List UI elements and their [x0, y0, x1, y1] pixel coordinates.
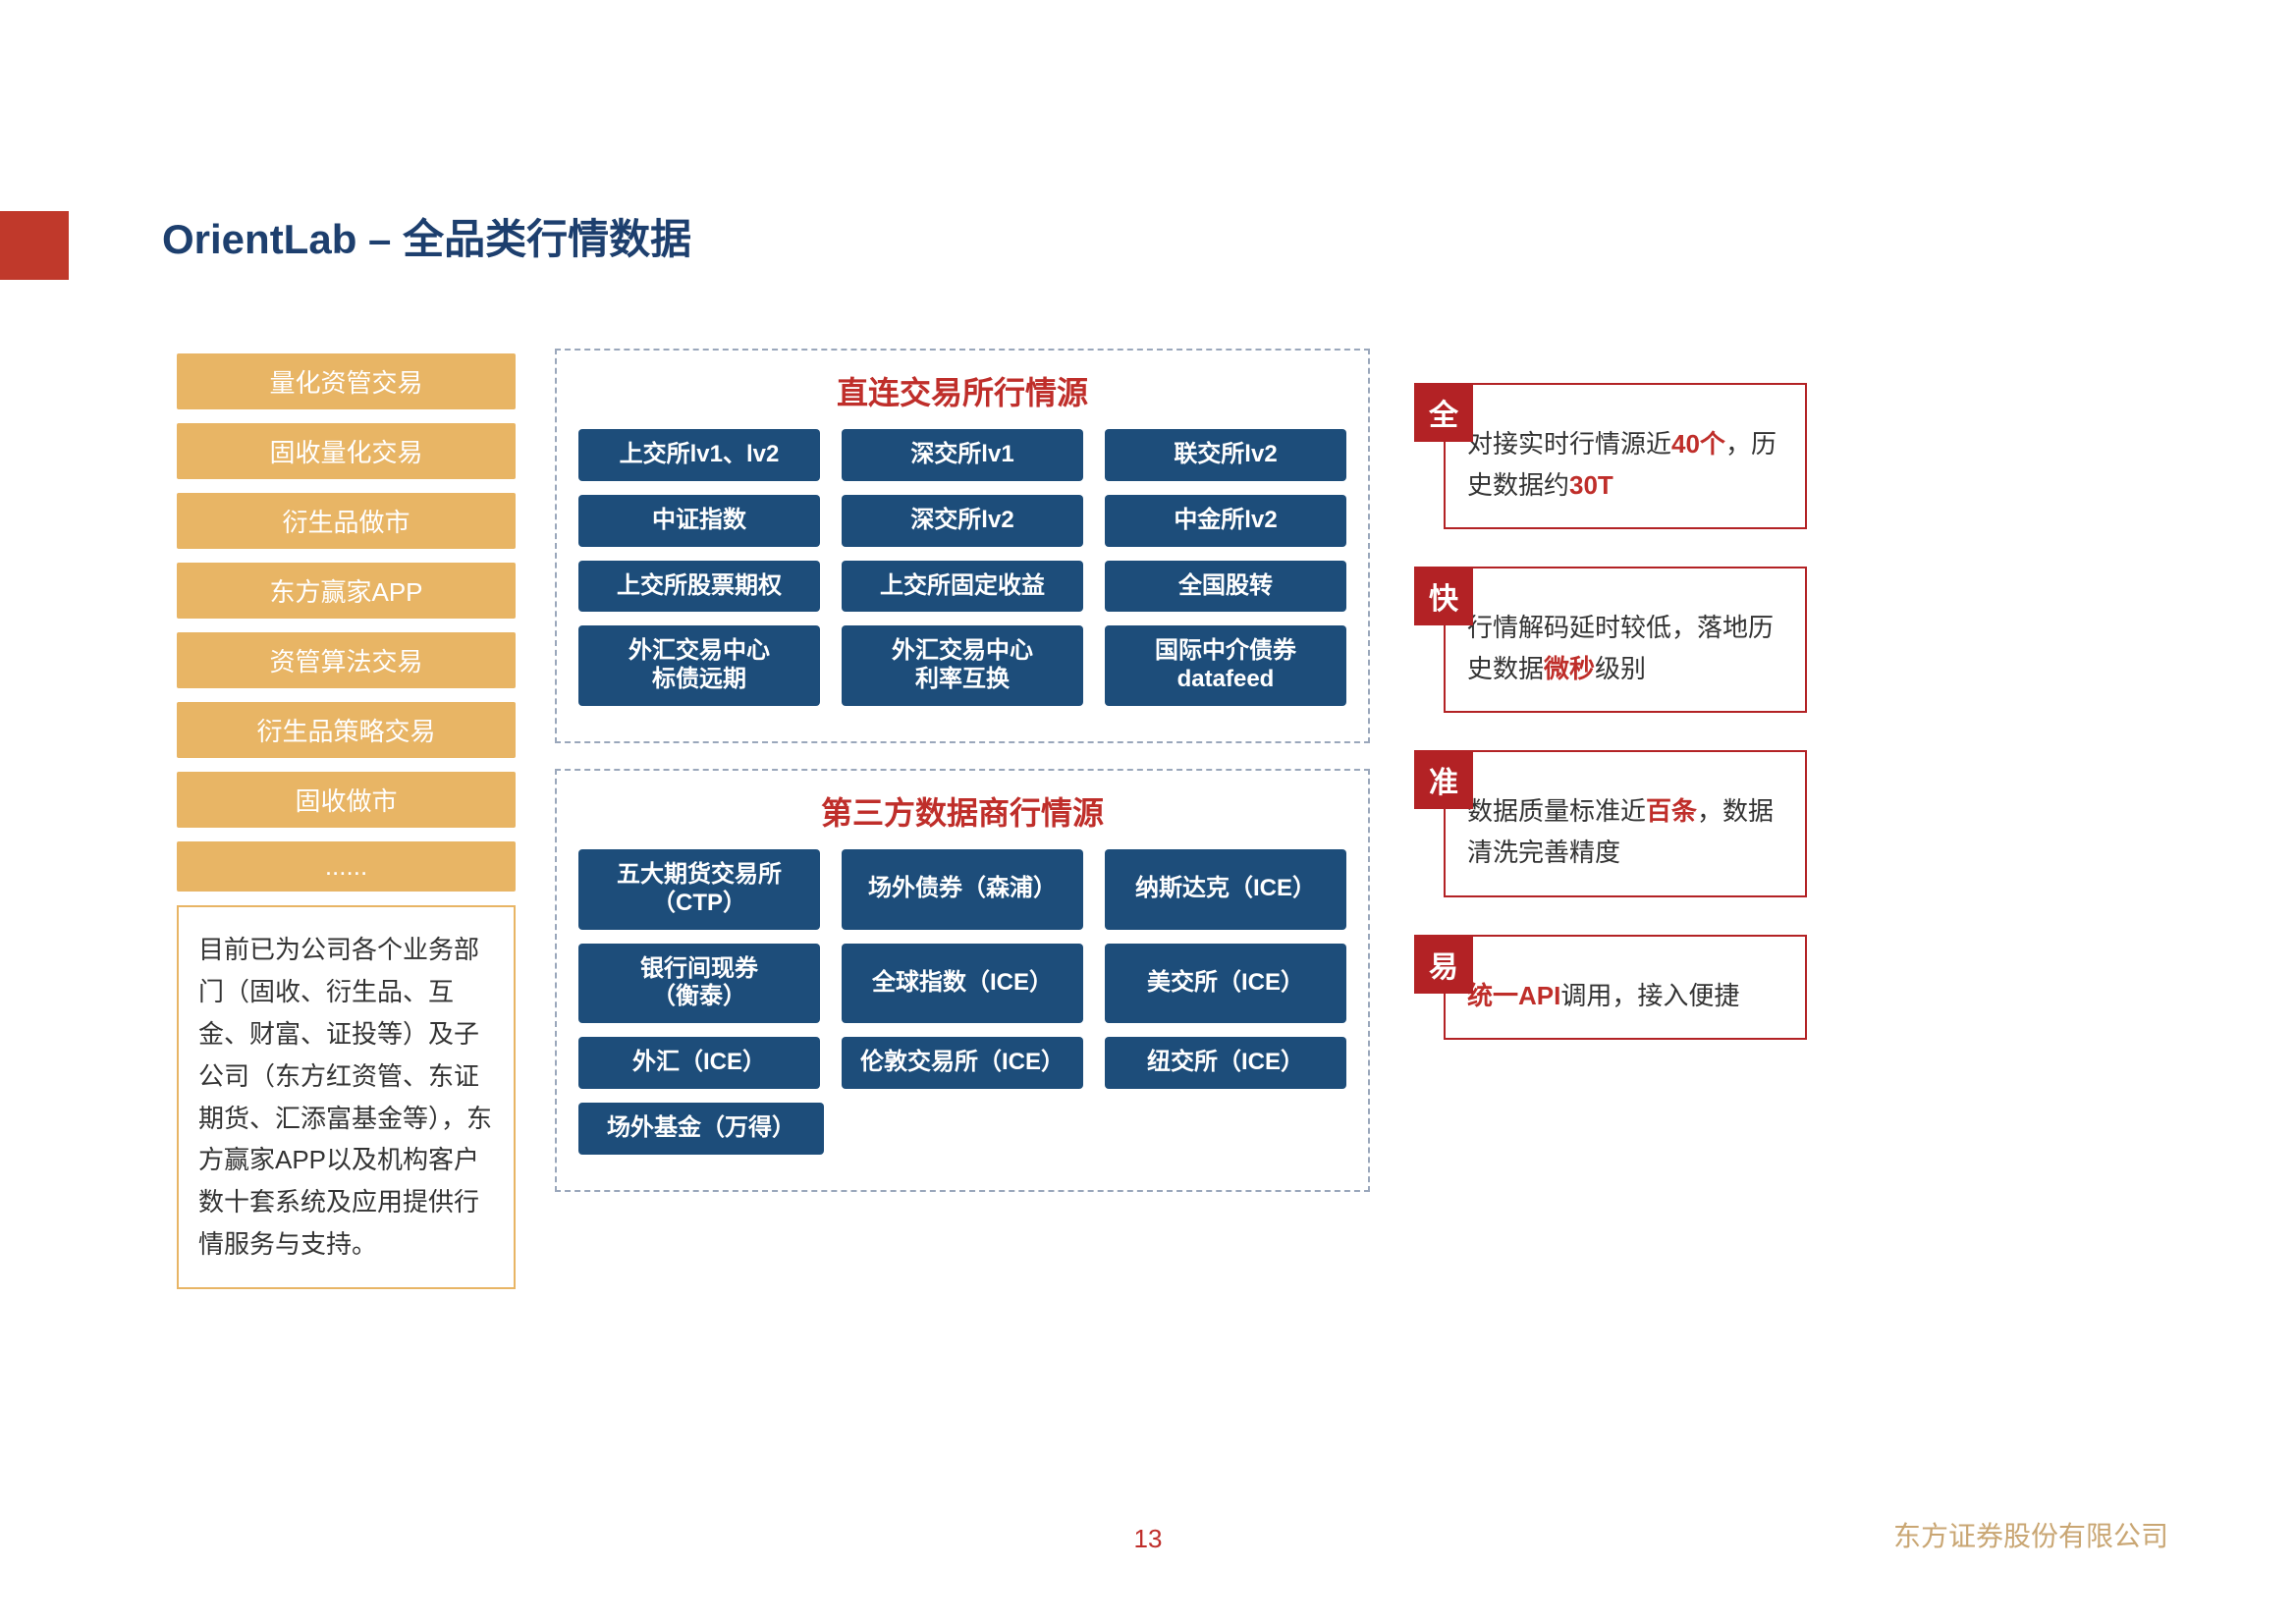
business-chip: 衍生品策略交易: [177, 702, 516, 758]
accent-block: [0, 211, 69, 280]
business-chip: 固收做市: [177, 772, 516, 828]
feature-body: 统一API调用，接入便捷: [1444, 935, 1807, 1041]
box1-row: 上交所股票期权上交所固定收益全国股转: [578, 561, 1346, 613]
feature-badge: 易: [1414, 935, 1473, 994]
data-source-chip: 上交所lv1、lv2: [578, 429, 820, 481]
data-source-chip: 五大期货交易所 （CTP）: [578, 849, 820, 930]
box2-row: 外汇（ICE） 伦敦交易所（ICE） 纽交所（ICE）: [578, 1037, 1346, 1089]
center-column: 直连交易所行情源 上交所lv1、lv2 深交所lv1 联交所lv2 中证指数深交所lv…: [555, 349, 1370, 1217]
right-column: 全对接实时行情源近40个，历史数据约30T 快行情解码延时较低，落地历史数据微秒级…: [1414, 353, 1807, 1077]
direct-exchange-box: 直连交易所行情源 上交所lv1、lv2 深交所lv1 联交所lv2 中证指数深交所lv…: [555, 349, 1370, 743]
data-source-chip: 中证指数: [578, 495, 820, 547]
box2-title: 第三方数据商行情源: [578, 788, 1346, 834]
data-source-chip: 美交所（ICE）: [1105, 944, 1346, 1024]
box2-row: 五大期货交易所 （CTP） 场外债券（森浦） 纳斯达克（ICE）: [578, 849, 1346, 930]
feature-block: 准数据质量标准近百条，数据清洗完善精度: [1414, 750, 1807, 896]
business-chip: ......: [177, 841, 516, 892]
data-source-chip: 场外债券（森浦）: [842, 849, 1083, 930]
title-main: 全品类行情数据: [403, 216, 691, 262]
business-chip: 衍生品做市: [177, 493, 516, 549]
feature-badge: 快: [1414, 567, 1473, 625]
feature-badge: 全: [1414, 383, 1473, 442]
feature-block: 快行情解码延时较低，落地历史数据微秒级别: [1414, 567, 1807, 713]
feature-badge: 准: [1414, 750, 1473, 809]
feature-body: 数据质量标准近百条，数据清洗完善精度: [1444, 750, 1807, 896]
page-number: 13: [1134, 1524, 1163, 1554]
data-source-chip: 全球指数（ICE）: [842, 944, 1083, 1024]
box2-row: 场外基金（万得）: [578, 1103, 1346, 1155]
data-source-chip: 外汇交易中心 标债远期: [578, 625, 820, 706]
business-chip: 东方赢家APP: [177, 563, 516, 619]
data-source-chip: 深交所lv1: [842, 429, 1083, 481]
data-source-chip: 上交所股票期权: [578, 561, 820, 613]
company-name: 东方证券股份有限公司: [1893, 1515, 2168, 1554]
thirdparty-box: 第三方数据商行情源 五大期货交易所 （CTP） 场外债券（森浦） 纳斯达克（ICE）…: [555, 769, 1370, 1192]
left-column: 量化资管交易固收量化交易衍生品做市东方赢家APP 资管算法交易衍生品策略交易固收做…: [177, 353, 516, 1289]
data-source-chip: 伦敦交易所（ICE）: [842, 1037, 1083, 1089]
box1-row: 外汇交易中心 标债远期外汇交易中心 利率互换国际中介债券 datafeed: [578, 625, 1346, 706]
data-source-chip: 深交所lv2: [842, 495, 1083, 547]
data-source-chip: 联交所lv2: [1105, 429, 1346, 481]
box1-row: 上交所lv1、lv2 深交所lv1 联交所lv2: [578, 429, 1346, 481]
data-source-chip: 国际中介债券 datafeed: [1105, 625, 1346, 706]
data-source-chip: 外汇交易中心 利率互换: [842, 625, 1083, 706]
feature-body: 对接实时行情源近40个，历史数据约30T: [1444, 383, 1807, 529]
feature-body: 行情解码延时较低，落地历史数据微秒级别: [1444, 567, 1807, 713]
business-chip: 资管算法交易: [177, 632, 516, 688]
feature-block: 全对接实时行情源近40个，历史数据约30T: [1414, 383, 1807, 529]
data-source-chip: 中金所lv2: [1105, 495, 1346, 547]
left-description: 目前已为公司各个业务部门（固收、衍生品、互金、财富、证投等）及子公司（东方红资管…: [177, 905, 516, 1289]
box1-title: 直连交易所行情源: [578, 368, 1346, 413]
business-chip: 量化资管交易: [177, 353, 516, 409]
data-source-chip: 纽交所（ICE）: [1105, 1037, 1346, 1089]
data-source-chip: 上交所固定收益: [842, 561, 1083, 613]
feature-block: 易统一API调用，接入便捷: [1414, 935, 1807, 1041]
data-source-chip: 场外基金（万得）: [578, 1103, 824, 1155]
data-source-chip: 银行间现券 （衡泰）: [578, 944, 820, 1024]
box2-row: 银行间现券 （衡泰） 全球指数（ICE） 美交所（ICE）: [578, 944, 1346, 1024]
title-prefix: OrientLab –: [162, 216, 403, 262]
box1-row: 中证指数深交所lv2 中金所lv2: [578, 495, 1346, 547]
business-chip: 固收量化交易: [177, 423, 516, 479]
data-source-chip: 纳斯达克（ICE）: [1105, 849, 1346, 930]
page-title: OrientLab – 全品类行情数据: [162, 206, 691, 266]
data-source-chip: 全国股转: [1105, 561, 1346, 613]
data-source-chip: 外汇（ICE）: [578, 1037, 820, 1089]
